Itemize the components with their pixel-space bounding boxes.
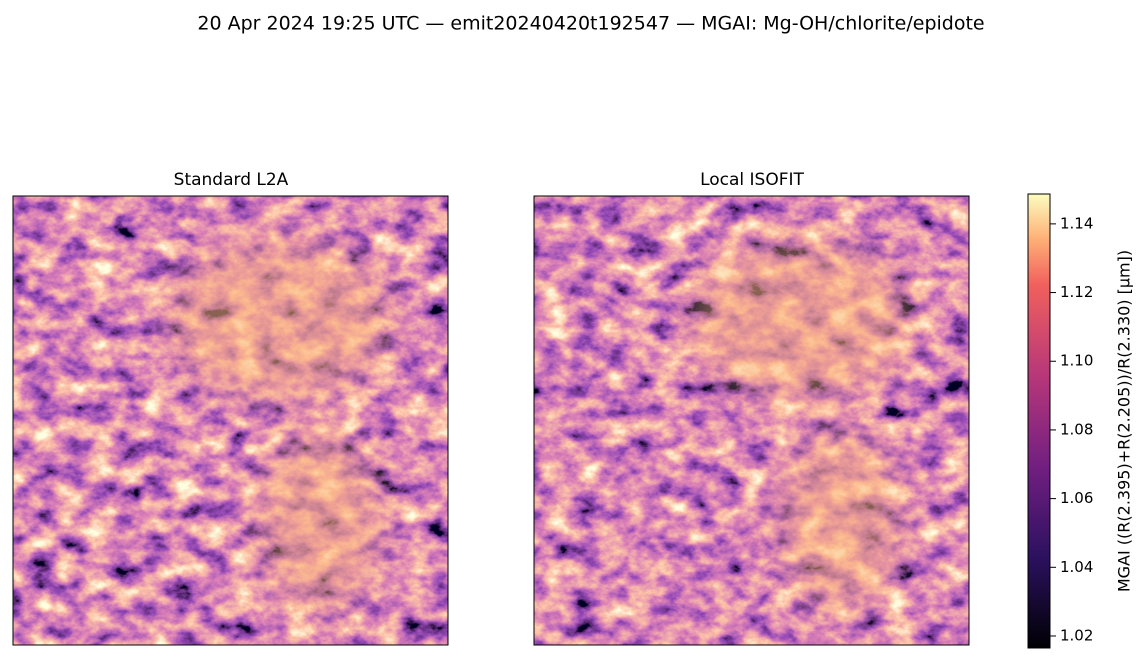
- panel-frame: [12, 195, 449, 646]
- panel-title: Standard L2A: [174, 170, 289, 190]
- tick-label: 1.14: [1060, 214, 1093, 232]
- tick-label: 1.06: [1060, 489, 1093, 507]
- tick-label: 1.02: [1060, 626, 1093, 644]
- tick-label: 1.10: [1060, 352, 1093, 370]
- colorbar-label: MGAI ((R(2.395)+R(2.205))/R(2.330) [µm]): [1115, 250, 1134, 592]
- tick-label: 1.08: [1060, 420, 1093, 438]
- tick-label: 1.04: [1060, 558, 1093, 576]
- figure-title: 20 Apr 2024 19:25 UTC — emit20240420t192…: [197, 13, 984, 35]
- panel-frame: [533, 195, 970, 646]
- panel-title: Local ISOFIT: [700, 170, 804, 190]
- colorbar: [1027, 193, 1051, 649]
- tick-label: 1.12: [1060, 283, 1093, 301]
- image-panel: [534, 196, 969, 645]
- image-panel: [13, 196, 448, 645]
